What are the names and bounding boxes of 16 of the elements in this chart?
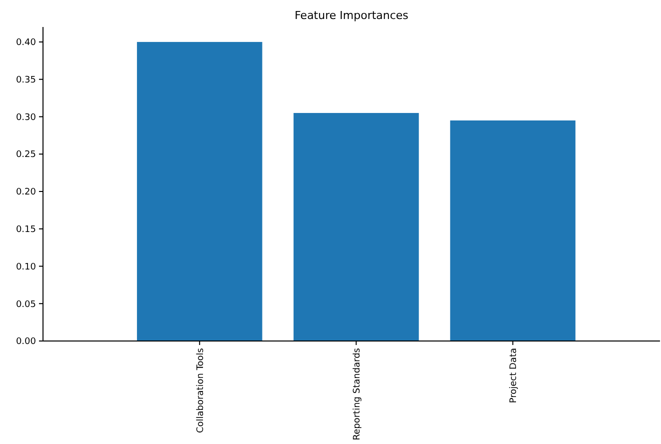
bar xyxy=(136,42,262,341)
y-tick-label: 0.30 xyxy=(16,112,36,123)
y-tick-label: 0.25 xyxy=(16,150,36,160)
y-tick-label: 0.40 xyxy=(16,38,36,48)
y-tick-label: 0.35 xyxy=(16,75,36,86)
chart-title: Feature Importances xyxy=(294,9,409,22)
y-tick-label: 0.20 xyxy=(16,188,36,198)
y-tick-label: 0.05 xyxy=(16,300,36,310)
y-tick-label: 0.15 xyxy=(16,225,36,236)
bar xyxy=(294,112,419,341)
x-tick-label: Reporting Standards xyxy=(352,348,362,440)
y-tick-label: 0.00 xyxy=(16,337,36,348)
y-tick-label: 0.10 xyxy=(16,262,36,272)
bar xyxy=(450,120,576,341)
x-tick-label: Collaboration Tools xyxy=(196,348,206,434)
x-tick-label: Project Data xyxy=(508,348,519,404)
